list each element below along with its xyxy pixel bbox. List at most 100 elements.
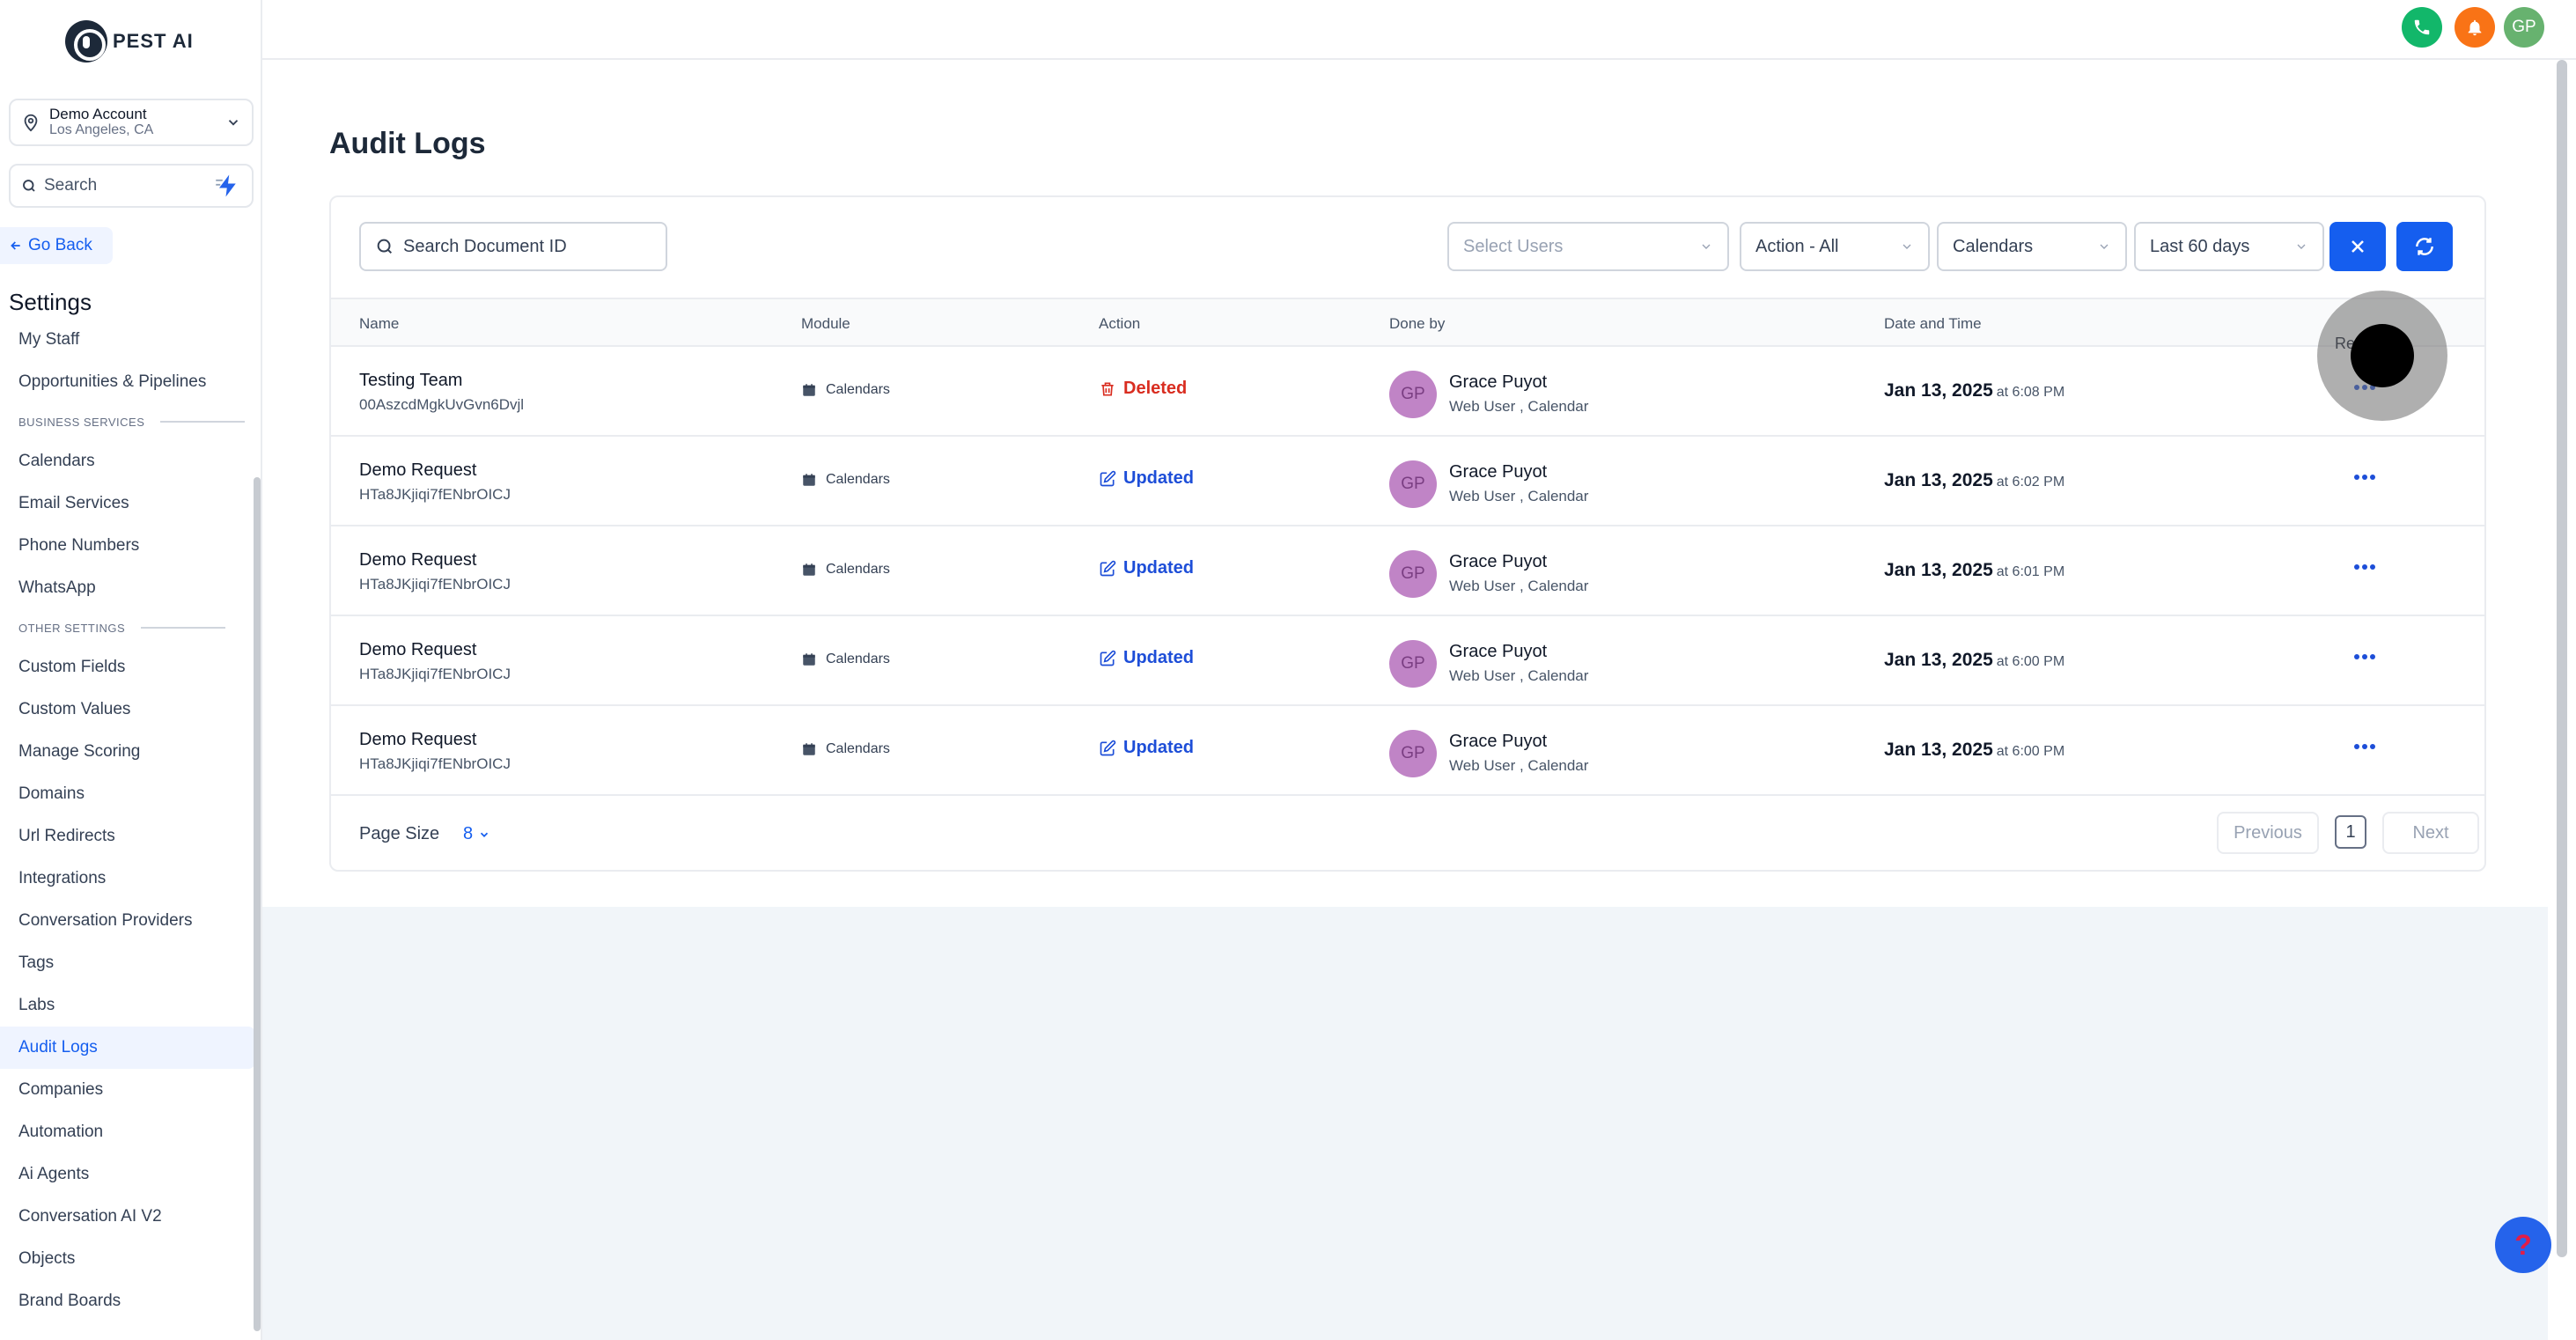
sidebar-item-brand-boards[interactable]: Brand Boards — [18, 1292, 121, 1310]
edit-icon — [1100, 740, 1116, 755]
page-size-select[interactable]: 8 — [463, 824, 490, 844]
sidebar-item-integrations[interactable]: Integrations — [18, 869, 107, 887]
section-other-settings: OTHER SETTINGS — [0, 609, 255, 646]
sidebar-item-labs[interactable]: Labs — [18, 996, 55, 1014]
page-size-label: Page Size — [359, 824, 440, 843]
document-search-placeholder: Search Document ID — [403, 236, 567, 256]
sidebar-item-custom-fields[interactable]: Custom Fields — [18, 658, 126, 676]
sidebar-item-url-redirects[interactable]: Url Redirects — [18, 827, 115, 845]
row-done-by-name: Grace Puyot — [1449, 372, 1548, 392]
help-icon: ? — [2514, 1228, 2532, 1261]
next-page-button[interactable]: Next — [2382, 812, 2479, 854]
edit-icon — [1100, 650, 1116, 666]
table-row[interactable]: Demo Request HTa8JKjiqi7fENbrOICJ Calend… — [331, 437, 2484, 526]
pagination: Page Size 8 Previous 1 Next — [331, 812, 2484, 865]
table-row[interactable]: Demo Request HTa8JKjiqi7fENbrOICJ Calend… — [331, 526, 2484, 616]
brand-logo[interactable]: PEST AI — [65, 19, 194, 63]
sidebar-item-audit-logs[interactable]: Audit Logs — [0, 1027, 255, 1069]
sidebar-scrollbar[interactable] — [254, 477, 261, 1331]
sidebar-item-objects[interactable]: Objects — [18, 1249, 76, 1268]
account-switcher[interactable]: Demo Account Los Angeles, CA — [9, 99, 254, 146]
row-more-button[interactable] — [2347, 467, 2382, 488]
document-search-input[interactable]: Search Document ID — [359, 222, 667, 271]
row-document-id[interactable]: 00AszcdMgkUvGvn6Dvjl — [359, 396, 525, 413]
row-time: at 6:08 PM — [1996, 385, 2065, 400]
notifications-button[interactable] — [2455, 7, 2495, 48]
row-document-id[interactable]: HTa8JKjiqi7fENbrOICJ — [359, 576, 511, 593]
audit-logs-card: Search Document ID Select Users Action -… — [329, 195, 2486, 872]
row-time: at 6:00 PM — [1996, 654, 2065, 669]
action-filter-dropdown[interactable]: Action - All — [1740, 222, 1930, 271]
sidebar-search-label: Search — [44, 176, 98, 195]
sidebar-item-whatsapp[interactable]: WhatsApp — [18, 578, 96, 597]
edit-icon — [1100, 470, 1116, 486]
column-date-time: Date and Time — [1884, 315, 1982, 332]
chevron-down-icon — [481, 832, 489, 837]
row-more-button[interactable] — [2347, 556, 2382, 578]
row-more-button[interactable] — [2347, 736, 2382, 757]
sidebar-item-domains[interactable]: Domains — [18, 784, 85, 803]
user-avatar[interactable]: GP — [2504, 7, 2544, 48]
column-action: Action — [1099, 315, 1141, 332]
sidebar-item-opportunities-pipelines[interactable]: Opportunities & Pipelines — [18, 372, 207, 391]
main-scrollbar[interactable] — [2557, 60, 2567, 1257]
sidebar-item-manage-scoring[interactable]: Manage Scoring — [18, 742, 141, 761]
row-more-button[interactable] — [2347, 646, 2382, 667]
row-document-id[interactable]: HTa8JKjiqi7fENbrOICJ — [359, 486, 511, 503]
go-back-button[interactable]: Go Back — [0, 227, 113, 264]
sidebar-item-automation[interactable]: Automation — [18, 1123, 104, 1141]
sidebar-search[interactable]: Search — [9, 164, 254, 208]
sidebar-item-conversation-providers[interactable]: Conversation Providers — [18, 911, 193, 930]
row-done-by-source: Web User , Calendar — [1449, 667, 1589, 684]
page-size-value: 8 — [463, 824, 474, 843]
sidebar-item-companies[interactable]: Companies — [18, 1080, 104, 1099]
previous-page-button[interactable]: Previous — [2217, 812, 2319, 854]
column-module: Module — [801, 315, 850, 332]
table-row[interactable]: Testing Team 00AszcdMgkUvGvn6Dvjl Calend… — [331, 347, 2484, 437]
row-action: Updated — [1123, 648, 1194, 667]
sidebar-item-tags[interactable]: Tags — [18, 953, 55, 972]
clear-filters-button[interactable] — [2329, 222, 2386, 271]
calendar-icon — [803, 474, 815, 486]
refresh-button[interactable] — [2396, 222, 2453, 271]
row-time: at 6:02 PM — [1996, 475, 2065, 490]
select-users-dropdown[interactable]: Select Users — [1447, 222, 1729, 271]
section-divider — [141, 627, 226, 629]
sidebar-item-calendars[interactable]: Calendars — [18, 452, 95, 470]
brand-name: PEST AI — [113, 30, 194, 52]
row-date: Jan 13, 2025 — [1884, 380, 1993, 401]
row-done-by-name: Grace Puyot — [1449, 552, 1548, 571]
row-document-id[interactable]: HTa8JKjiqi7fENbrOICJ — [359, 666, 511, 682]
row-done-by-source: Web User , Calendar — [1449, 757, 1589, 774]
column-done-by: Done by — [1389, 315, 1446, 332]
chevron-down-icon — [228, 120, 239, 126]
sidebar-item-custom-values[interactable]: Custom Values — [18, 700, 131, 718]
arrow-left-icon — [11, 241, 20, 250]
help-button[interactable]: ? — [2495, 1217, 2551, 1273]
row-module: Calendars — [826, 562, 890, 577]
row-done-by-source: Web User , Calendar — [1449, 488, 1589, 504]
sidebar-item-ai-agents[interactable]: Ai Agents — [18, 1165, 90, 1183]
row-name: Demo Request — [359, 730, 477, 749]
row-done-by-name: Grace Puyot — [1449, 732, 1548, 751]
quick-actions-icon[interactable] — [215, 173, 241, 199]
row-module: Calendars — [826, 472, 890, 487]
table-row[interactable]: Demo Request HTa8JKjiqi7fENbrOICJ Calend… — [331, 706, 2484, 796]
sidebar-item-email-services[interactable]: Email Services — [18, 494, 129, 512]
row-module: Calendars — [826, 741, 890, 756]
date-range-dropdown[interactable]: Last 60 days — [2134, 222, 2324, 271]
sidebar-item-my-staff[interactable]: My Staff — [18, 330, 80, 349]
row-done-by-name: Grace Puyot — [1449, 642, 1548, 661]
row-document-id[interactable]: HTa8JKjiqi7fENbrOICJ — [359, 755, 511, 772]
module-filter-dropdown[interactable]: Calendars — [1937, 222, 2127, 271]
avatar: GP — [1389, 460, 1437, 508]
section-label: BUSINESS SERVICES — [18, 415, 145, 429]
row-name: Demo Request — [359, 640, 477, 659]
sidebar-item-conversation-ai-v2[interactable]: Conversation AI V2 — [18, 1207, 162, 1226]
row-action: Updated — [1123, 738, 1194, 757]
sidebar-item-phone-numbers[interactable]: Phone Numbers — [18, 536, 140, 555]
table-row[interactable]: Demo Request HTa8JKjiqi7fENbrOICJ Calend… — [331, 616, 2484, 706]
phone-button[interactable] — [2402, 7, 2442, 48]
page-number-button[interactable]: 1 — [2335, 815, 2366, 849]
calendar-icon — [803, 384, 815, 396]
